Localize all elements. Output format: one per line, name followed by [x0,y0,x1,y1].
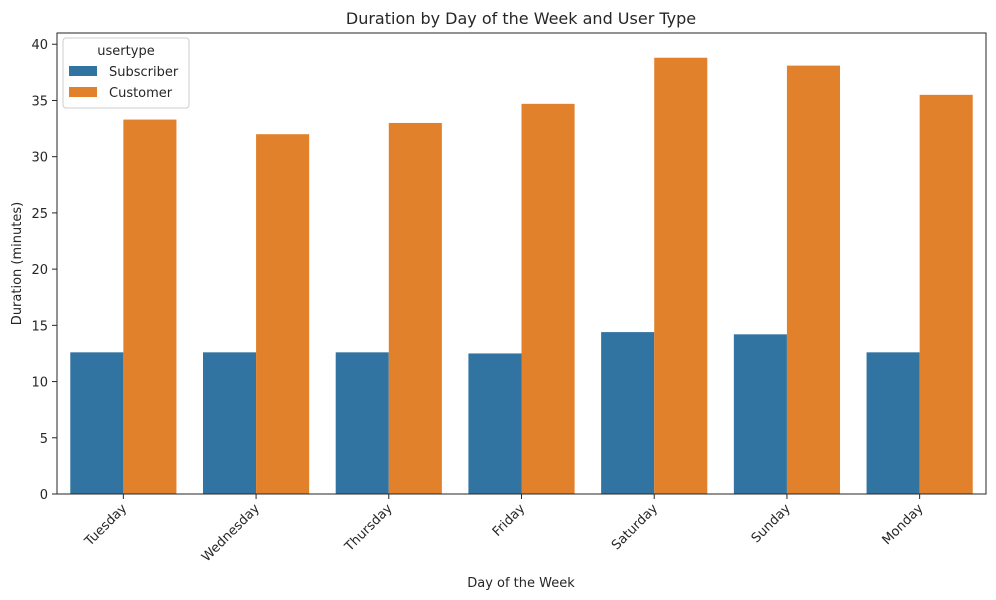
bar-subscriber-wednesday [202,352,257,494]
legend: usertype Subscriber Customer [62,37,190,109]
y-tick-label: 0 [40,488,48,503]
x-axis: Tuesday Wednesday Thursday Friday Saturday Su… [81,494,927,565]
x-tick-label: Monday [880,501,927,548]
x-tick-label: Tuesday [81,501,130,550]
y-axis: 0 5 10 15 20 25 30 35 40 [31,38,57,503]
bar-customer-tuesday [123,119,177,494]
y-tick-label: 20 [31,263,48,278]
bar-customer-sunday [786,65,841,495]
bar-subscriber-sunday [733,334,787,494]
x-tick-label: Friday [490,501,529,540]
plot-area [70,57,973,495]
y-tick-label: 35 [31,94,48,109]
y-tick-label: 5 [40,432,48,447]
legend-swatch-subscriber [69,66,97,76]
x-tick-label: Sunday [749,501,794,546]
bar-subscriber-friday [468,353,522,494]
bar-customer-monday [919,94,973,494]
legend-label-customer: Customer [109,86,173,101]
y-axis-label: Duration (minutes) [10,202,25,325]
bar-subscriber-tuesday [70,352,124,494]
bar-customer-thursday [388,122,442,494]
bar-subscriber-monday [866,352,920,494]
y-tick-label: 30 [31,151,48,166]
bar-customer-wednesday [256,134,310,494]
y-tick-label: 15 [31,319,48,334]
chart-title: Duration by Day of the Week and User Typ… [346,9,696,28]
legend-swatch-customer [69,87,97,97]
x-axis-label: Day of the Week [467,576,575,591]
y-tick-label: 25 [31,207,48,222]
bar-subscriber-thursday [335,352,389,494]
legend-title: usertype [97,44,154,59]
bar-customer-friday [521,103,575,495]
x-tick-label: Saturday [609,501,661,553]
x-tick-label: Wednesday [199,501,263,565]
legend-label-subscriber: Subscriber [109,65,179,80]
bar-subscriber-saturday [601,332,655,494]
y-tick-label: 10 [31,376,48,391]
y-tick-label: 40 [31,38,48,53]
bar-customer-saturday [654,57,708,495]
x-tick-label: Thursday [342,501,396,555]
